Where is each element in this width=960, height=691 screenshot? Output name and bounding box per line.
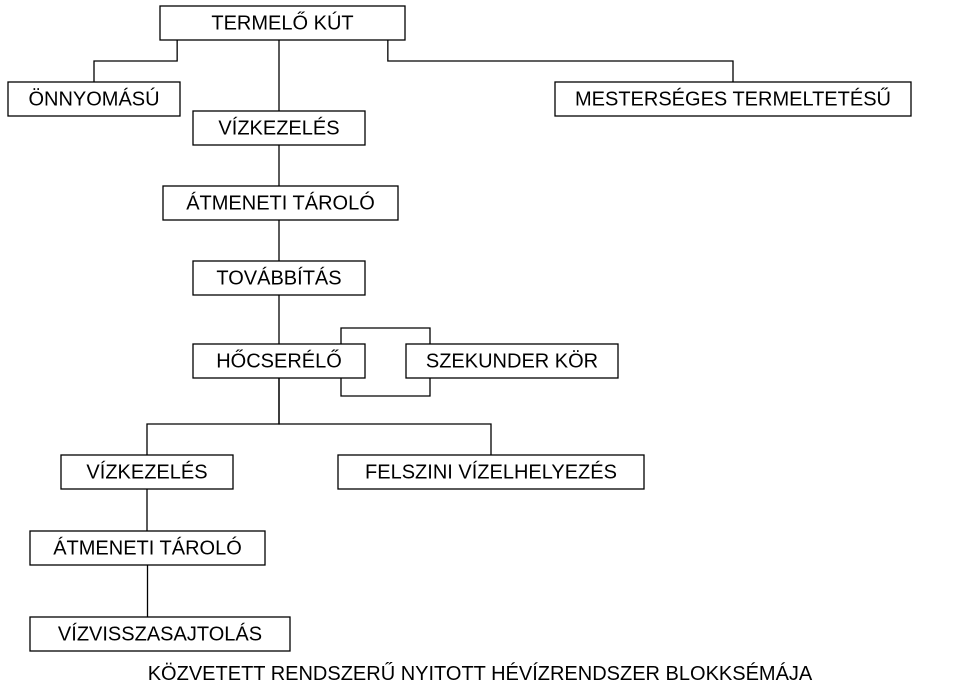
node-label: TERMELŐ KÚT	[211, 11, 353, 34]
connector	[147, 378, 279, 455]
connector	[279, 378, 491, 455]
node-szekunder: SZEKUNDER KÖR	[406, 344, 618, 378]
node-vizkezeles2: VÍZKEZELÉS	[61, 455, 233, 489]
node-mesterseges: MESTERSÉGES TERMELTETÉSŰ	[555, 82, 911, 116]
connector	[388, 40, 733, 82]
node-label: ÖNNYOMÁSÚ	[28, 87, 159, 110]
node-vizkezeles1: VÍZKEZELÉS	[193, 111, 365, 145]
node-label: VÍZVISSZASAJTOLÁS	[58, 622, 262, 645]
node-label: MESTERSÉGES TERMELTETÉSŰ	[575, 87, 891, 110]
node-termelo_kut: TERMELŐ KÚT	[160, 6, 405, 40]
connector-loop	[341, 328, 430, 344]
node-label: ÁTMENETI TÁROLÓ	[53, 536, 242, 559]
node-vizvisszasajtolas: VÍZVISSZASAJTOLÁS	[30, 617, 290, 651]
nodes-layer: TERMELŐ KÚT ÖNNYOMÁSÚ MESTERSÉGES TERMELTE…	[8, 6, 911, 651]
node-atmeneti2: ÁTMENETI TÁROLÓ	[30, 531, 265, 565]
node-label: SZEKUNDER KÖR	[426, 350, 598, 372]
node-felszini: FELSZINI VÍZELHELYEZÉS	[338, 455, 644, 489]
node-label: ÁTMENETI TÁROLÓ	[186, 191, 375, 214]
connector	[94, 40, 177, 82]
node-onnyomasu: ÖNNYOMÁSÚ	[8, 82, 180, 116]
node-atmeneti1: ÁTMENETI TÁROLÓ	[163, 186, 398, 220]
connector-loop	[341, 378, 430, 396]
node-tovabbitas: TOVÁBBÍTÁS	[193, 261, 365, 295]
diagram-title: KÖZVETETT RENDSZERŰ NYITOTT HÉVÍZRENDSZE…	[148, 662, 813, 685]
node-label: TOVÁBBÍTÁS	[216, 266, 341, 289]
node-label: HŐCSERÉLŐ	[216, 349, 342, 372]
node-label: VÍZKEZELÉS	[86, 460, 207, 483]
node-hocserelo: HŐCSERÉLŐ	[193, 344, 365, 378]
flowchart-svg: TERMELŐ KÚT ÖNNYOMÁSÚ MESTERSÉGES TERMELTE…	[0, 0, 960, 691]
node-label: FELSZINI VÍZELHELYEZÉS	[365, 460, 617, 483]
node-label: VÍZKEZELÉS	[218, 116, 339, 139]
